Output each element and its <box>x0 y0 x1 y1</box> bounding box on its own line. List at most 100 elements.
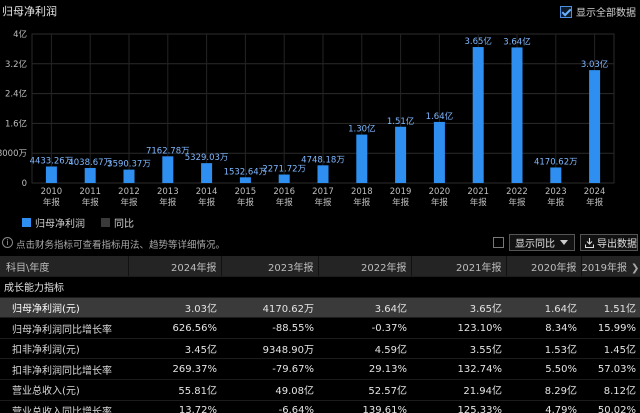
header-year[interactable]: 2020年报 <box>506 256 582 278</box>
row-label[interactable]: 归母净利润(元) <box>0 297 128 319</box>
bar-data-label: 3590.37万 <box>107 160 151 170</box>
x-tick-year: 2022 <box>506 187 528 197</box>
section-row: 成长能力指标 <box>0 276 640 298</box>
bar[interactable] <box>433 121 445 183</box>
table-cell: 125.33% <box>411 400 506 413</box>
bar[interactable] <box>123 169 135 183</box>
table-cell: 1.53亿 <box>506 338 581 360</box>
table-cell: 139.61% <box>318 400 411 413</box>
table-row[interactable]: 归母净利润(元) 3.03亿 4170.62万 3.64亿 3.65亿 1.64亿 1.51… <box>0 297 640 319</box>
table-cell: 4170.62万 <box>221 297 318 319</box>
legend-item-yoy[interactable]: 同比 <box>101 215 134 230</box>
table-cell: 1.64亿 <box>506 297 581 319</box>
header-year[interactable]: 2022年报 <box>318 256 412 278</box>
header-year[interactable]: 2021年报 <box>411 256 507 278</box>
bar-data-label: 4748.18万 <box>301 155 345 165</box>
table-cell: 5.50% <box>506 358 581 381</box>
bar[interactable] <box>84 167 96 183</box>
table-toolbar: i 点击财务指标可查看指标用法、趋势等详细情况。 显示同比 导出数据 <box>0 233 640 253</box>
bar-data-label: 1532.64万 <box>224 167 268 177</box>
show-all-toggle[interactable]: 显示全部数据 <box>560 4 636 19</box>
bar[interactable] <box>356 134 368 183</box>
x-tick-year: 2014 <box>196 187 218 197</box>
info-icon: i <box>2 237 13 248</box>
bar[interactable] <box>395 126 407 183</box>
table-cell: 626.56% <box>128 317 221 339</box>
x-tick-year: 2023 <box>545 187 567 197</box>
row-label[interactable]: 营业总收入(元) <box>0 379 128 401</box>
header-year[interactable]: 2023年报 <box>221 256 319 278</box>
table-cell: 3.65亿 <box>411 297 506 319</box>
table-row[interactable]: 营业总收入(元) 55.81亿 49.08亿 52.57亿 21.94亿 8.29亿 8.1… <box>0 379 640 401</box>
table-cell: 15.99% <box>581 317 640 339</box>
legend-label-yoy: 同比 <box>114 219 134 230</box>
bar[interactable] <box>317 165 329 183</box>
x-tick-year: 2020 <box>429 187 451 197</box>
table-cell: 3.55亿 <box>411 338 506 360</box>
bar[interactable] <box>278 174 290 183</box>
x-tick-period: 年报 <box>120 197 138 208</box>
scroll-right-icon[interactable]: ❯ <box>630 262 640 274</box>
table-header-row: 科目\年度 2024年报 2023年报 2022年报 2021年报 2020年报… <box>0 256 640 278</box>
table-cell: 123.10% <box>411 317 506 339</box>
table-row[interactable]: 扣非净利润同比增长率 269.37% -79.67% 29.13% 132.74% 5.5… <box>0 358 640 381</box>
bar[interactable] <box>201 163 213 183</box>
table-cell: 49.08亿 <box>221 379 318 401</box>
x-tick-year: 2011 <box>79 187 101 197</box>
bar[interactable] <box>511 47 523 183</box>
table-cell: 3.45亿 <box>128 338 221 360</box>
header-year-last[interactable]: 2019年报 ❯ <box>581 256 640 278</box>
row-label[interactable]: 扣非净利润(元) <box>0 338 128 360</box>
table-cell: -6.64% <box>221 400 318 413</box>
header-subject: 科目\年度 <box>0 256 129 278</box>
bar-data-label: 1.51亿 <box>387 116 414 127</box>
table-cell: 4.79% <box>506 400 581 413</box>
table-cell: 57.03% <box>581 358 640 381</box>
table-row[interactable]: 营业总收入同比增长率 13.72% -6.64% 139.61% 125.33% 4.79… <box>0 400 640 413</box>
bar[interactable] <box>45 166 57 183</box>
table-cell: 269.37% <box>128 358 221 381</box>
financial-table: 科目\年度 2024年报 2023年报 2022年报 2021年报 2020年报… <box>0 256 640 413</box>
table-cell: 50.02% <box>581 400 640 413</box>
legend-item-profit[interactable]: 归母净利润 <box>22 215 85 230</box>
table-cell: 8.12亿 <box>581 379 640 401</box>
table-cell: 132.74% <box>411 358 506 381</box>
bar[interactable] <box>550 167 562 183</box>
bar[interactable] <box>162 156 174 183</box>
table-row[interactable]: 扣非净利润(元) 3.45亿 9348.90万 4.59亿 3.55亿 1.53亿 1.45… <box>0 338 640 360</box>
x-tick-period: 年报 <box>314 197 332 208</box>
x-tick-period: 年报 <box>159 197 177 208</box>
x-tick-period: 年报 <box>547 197 565 208</box>
x-tick-year: 2018 <box>351 187 373 197</box>
bar[interactable] <box>472 47 484 183</box>
chart-title: 归母净利润 <box>2 5 57 18</box>
bar[interactable] <box>239 177 251 183</box>
x-tick-period: 年报 <box>237 197 255 208</box>
bar-data-label: 4433.26万 <box>30 156 74 166</box>
row-label[interactable]: 归母净利润同比增长率 <box>0 317 128 339</box>
compare-checkbox[interactable] <box>493 237 504 248</box>
row-label[interactable]: 营业总收入同比增长率 <box>0 400 128 413</box>
export-label: 导出数据 <box>597 239 637 250</box>
y-tick-label: 4亿 <box>13 29 27 40</box>
bar[interactable] <box>589 70 601 183</box>
table-cell: 13.72% <box>128 400 221 413</box>
row-label[interactable]: 扣非净利润同比增长率 <box>0 358 128 381</box>
y-tick-label: 2.4亿 <box>5 89 27 100</box>
x-tick-period: 年报 <box>82 197 100 208</box>
bar-data-label: 1.30亿 <box>348 124 375 135</box>
table-cell: -79.67% <box>221 358 318 381</box>
table-row[interactable]: 归母净利润同比增长率 626.56% -88.55% -0.37% 123.10% 8.3… <box>0 317 640 339</box>
table-cell: -88.55% <box>221 317 318 339</box>
display-mode-select[interactable]: 显示同比 <box>509 234 575 251</box>
table-cell: 1.45亿 <box>581 338 640 360</box>
x-tick-period: 年报 <box>198 197 216 208</box>
export-button[interactable]: 导出数据 <box>580 234 638 251</box>
header-year[interactable]: 2024年报 <box>128 256 222 278</box>
bar-data-label: 1.64亿 <box>426 111 453 122</box>
table-cell: 4.59亿 <box>318 338 411 360</box>
bar-data-label: 3.64亿 <box>503 36 530 47</box>
x-tick-period: 年报 <box>392 197 410 208</box>
show-all-checkbox[interactable] <box>560 5 572 18</box>
display-mode-value: 显示同比 <box>515 239 555 250</box>
